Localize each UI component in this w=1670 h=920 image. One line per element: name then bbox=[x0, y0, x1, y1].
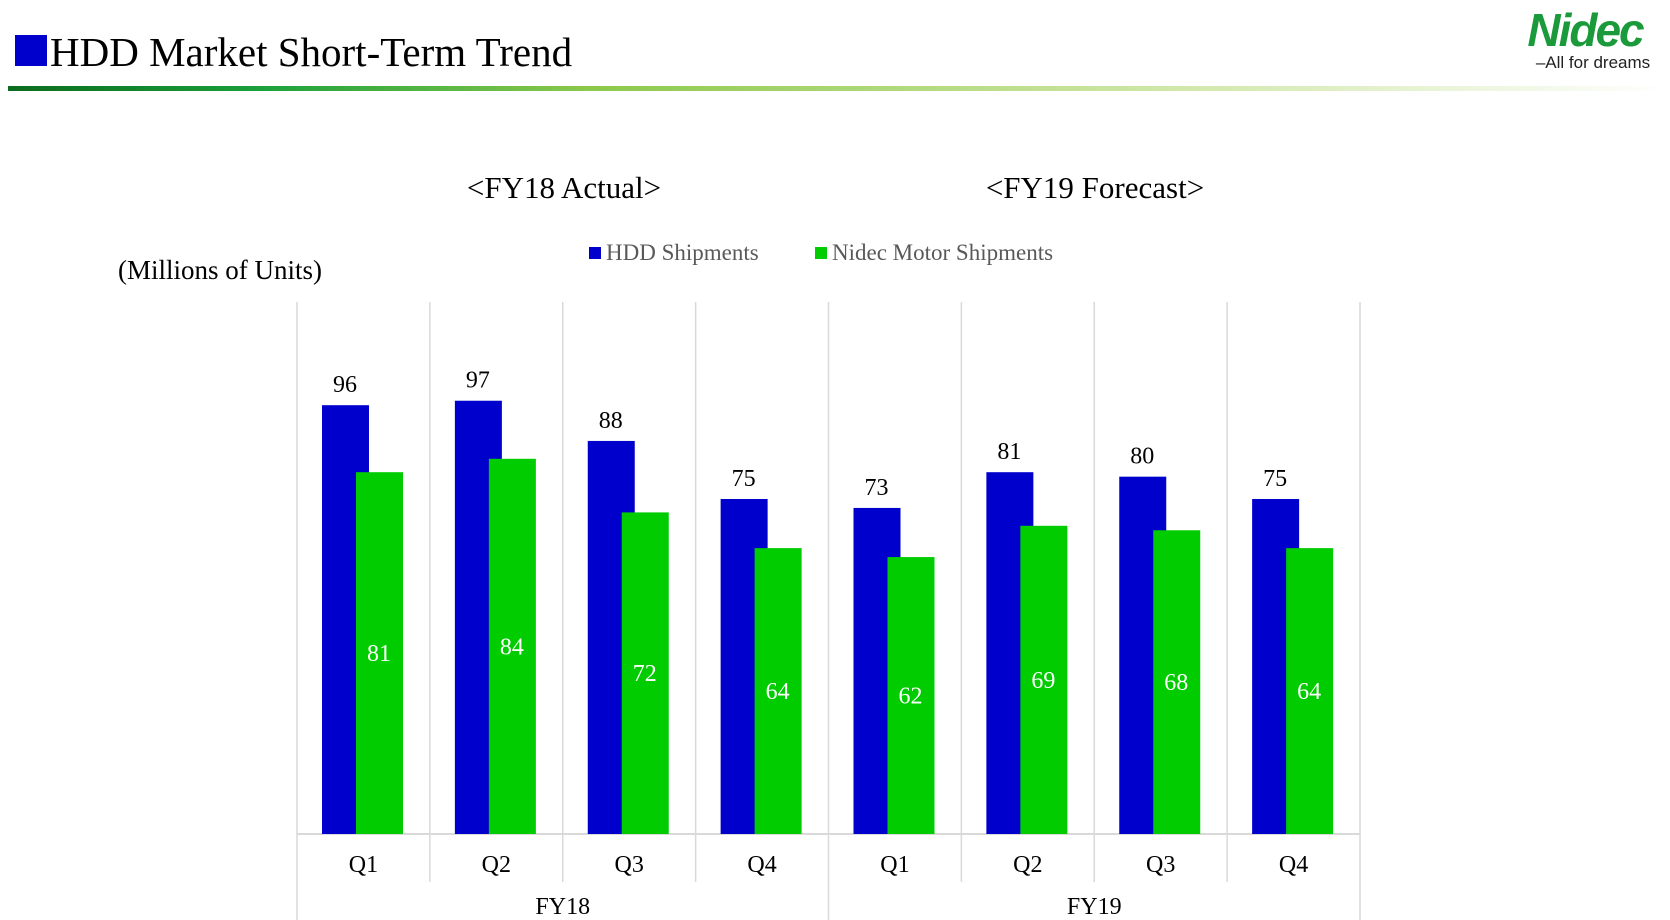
subtitle-fy19: <FY19 Forecast> bbox=[985, 170, 1205, 205]
bar-nidec bbox=[754, 548, 802, 834]
bar-nidec bbox=[1020, 525, 1068, 834]
legend-swatch-nidec bbox=[815, 247, 827, 259]
bar-nidec bbox=[621, 512, 669, 834]
data-label-nidec: 68 bbox=[1164, 670, 1188, 696]
data-label-nidec: 64 bbox=[1297, 679, 1321, 705]
data-label-hdd: 81 bbox=[997, 439, 1021, 465]
data-label-hdd: 96 bbox=[333, 372, 357, 398]
legend-label: Nidec Motor Shipments bbox=[832, 240, 1054, 265]
data-label-nidec: 62 bbox=[899, 684, 923, 710]
x-tick-label: Q3 bbox=[615, 852, 644, 878]
svg-text:–All for dreams: –All for dreams bbox=[1536, 53, 1650, 72]
x-tick-label: Q2 bbox=[482, 852, 511, 878]
legend-label: HDD Shipments bbox=[606, 240, 759, 265]
x-tick-label: Q3 bbox=[1146, 852, 1175, 878]
data-label-nidec: 69 bbox=[1031, 668, 1055, 694]
nidec-logo: Nidec –All for dreams bbox=[1505, 4, 1665, 74]
data-label-nidec: 84 bbox=[500, 634, 524, 660]
y-axis-unit-label: (Millions of Units) bbox=[118, 255, 323, 285]
bar-nidec bbox=[1153, 530, 1201, 834]
data-label-nidec: 81 bbox=[367, 641, 391, 667]
title-underline bbox=[8, 86, 1668, 91]
x-group-label: FY19 bbox=[1067, 894, 1122, 920]
x-tick-label: Q4 bbox=[1279, 852, 1308, 878]
bar-nidec bbox=[488, 458, 536, 834]
data-label-nidec: 64 bbox=[766, 679, 790, 705]
subtitle-fy18: <FY18 Actual> bbox=[466, 170, 662, 205]
x-tick-label: Q2 bbox=[1013, 852, 1042, 878]
legend-hdd: HDD Shipments bbox=[589, 240, 759, 266]
x-tick-label: Q1 bbox=[349, 852, 378, 878]
data-label-hdd: 80 bbox=[1130, 444, 1154, 470]
legend-nidec: Nidec Motor Shipments bbox=[815, 240, 1053, 266]
legend-swatch-hdd bbox=[589, 247, 601, 259]
data-label-hdd: 75 bbox=[1263, 466, 1287, 492]
x-tick-label: Q4 bbox=[747, 852, 776, 878]
x-group-label: FY18 bbox=[535, 894, 590, 920]
data-label-nidec: 72 bbox=[633, 661, 657, 687]
title-marker bbox=[15, 35, 47, 66]
data-label-hdd: 88 bbox=[599, 408, 623, 434]
data-label-hdd: 97 bbox=[466, 368, 490, 394]
data-label-hdd: 75 bbox=[732, 466, 756, 492]
page-title: HDD Market Short-Term Trend bbox=[50, 29, 573, 75]
bar-nidec bbox=[887, 557, 935, 834]
svg-text:Nidec: Nidec bbox=[1527, 4, 1644, 56]
bar-nidec bbox=[1286, 548, 1334, 834]
x-tick-label: Q1 bbox=[880, 852, 909, 878]
bar-nidec bbox=[356, 472, 403, 834]
data-label-hdd: 73 bbox=[865, 475, 889, 501]
